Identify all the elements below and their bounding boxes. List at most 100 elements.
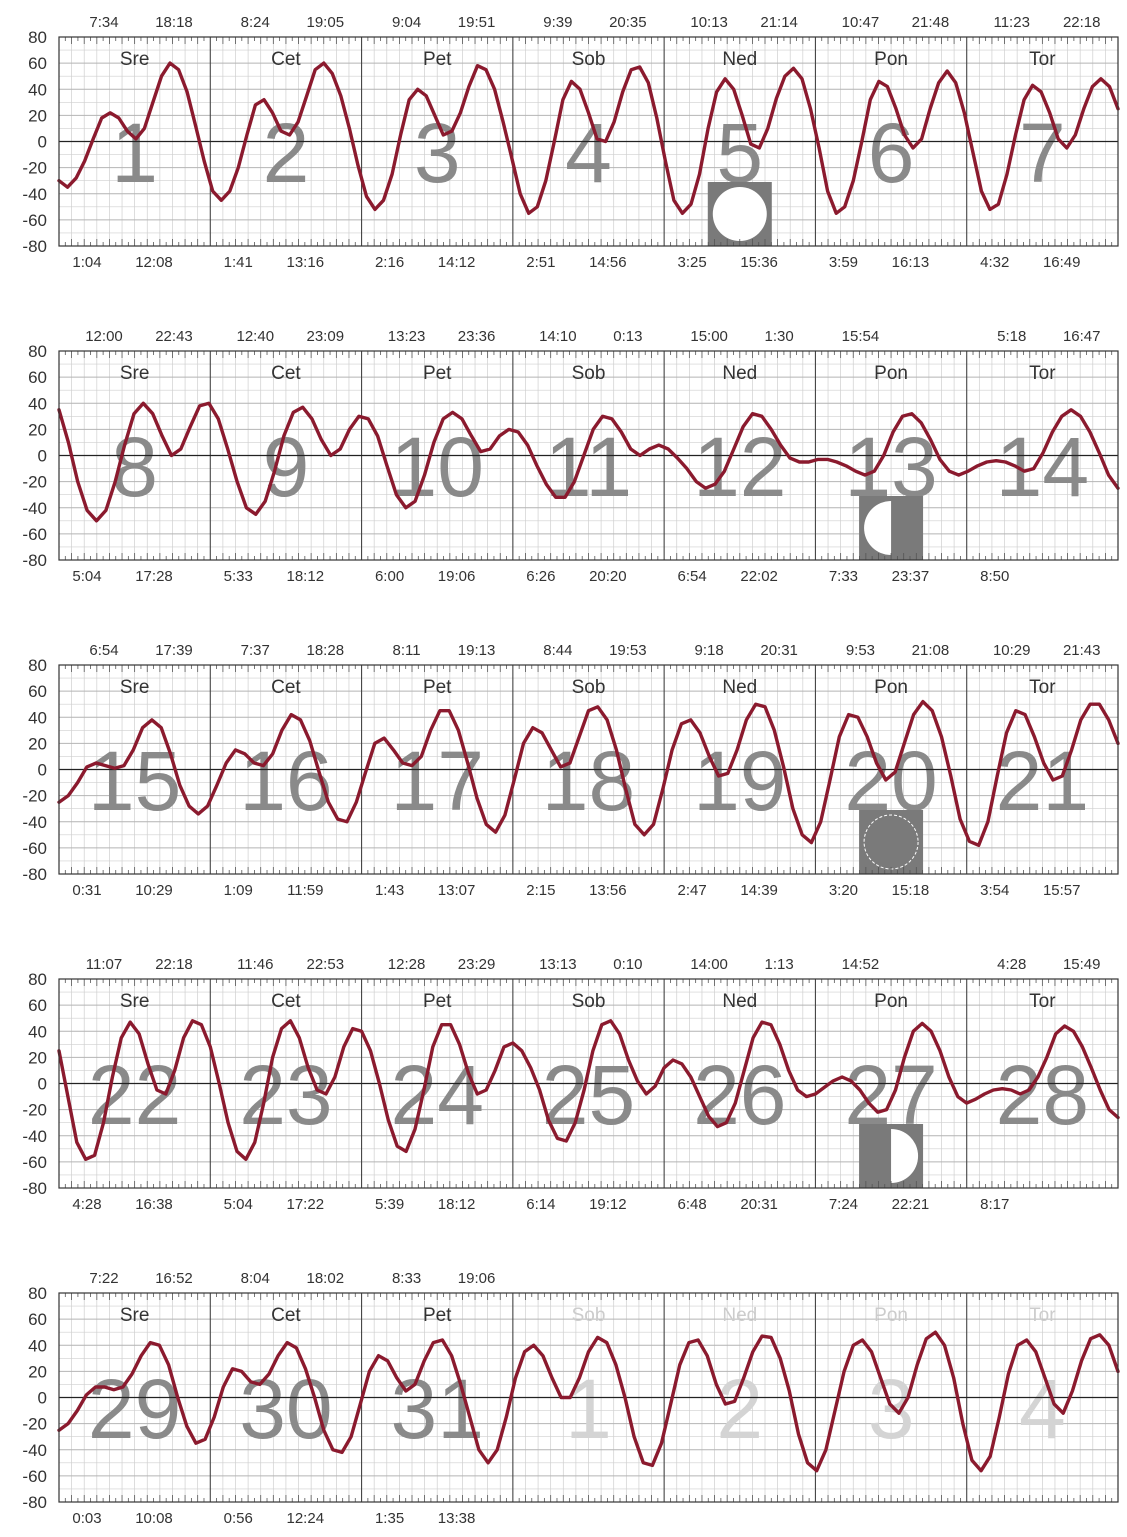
top-time-label: 15:49 <box>1063 956 1101 973</box>
top-time-label: 1:30 <box>765 328 794 345</box>
top-time-label: 9:18 <box>695 642 724 659</box>
y-tick-label: 20 <box>28 1362 47 1381</box>
day-number: 3 <box>868 1362 915 1456</box>
bottom-time-label: 12:24 <box>287 1510 325 1527</box>
bottom-time-label: 6:00 <box>375 568 404 585</box>
y-tick-label: 60 <box>28 1310 47 1329</box>
plot-frame <box>58 664 1119 875</box>
top-time-label: 15:54 <box>842 328 880 345</box>
bottom-time-label: 1:04 <box>72 254 101 271</box>
top-time-label: 16:52 <box>155 1270 193 1287</box>
plot-frame <box>58 350 1119 561</box>
top-time-label: 7:22 <box>89 1270 118 1287</box>
top-time-label: 8:11 <box>393 642 421 659</box>
weekday-label: Tor <box>1029 677 1056 698</box>
top-time-label: 9:04 <box>392 14 421 31</box>
top-time-label: 9:53 <box>846 642 875 659</box>
top-time-label: 20:31 <box>760 642 798 659</box>
bottom-time-label: 1:43 <box>375 882 404 899</box>
bottom-time-label: 18:12 <box>438 1196 476 1213</box>
new-moon-icon <box>859 810 924 874</box>
top-time-label: 13:13 <box>539 956 577 973</box>
day-number: 7 <box>1019 106 1066 200</box>
y-tick-label: 40 <box>28 1336 47 1355</box>
weekday-label: Sob <box>572 1305 606 1326</box>
bottom-time-label: 3:54 <box>980 882 1009 899</box>
top-time-label: 11:07 <box>86 956 122 973</box>
bottom-time-label: 10:29 <box>135 882 173 899</box>
weekday-label: Cet <box>271 677 301 698</box>
bottom-time-label: 13:16 <box>287 254 325 271</box>
y-tick-label: -20 <box>22 1101 47 1120</box>
day-number: 14 <box>996 420 1089 514</box>
bottom-time-label: 2:16 <box>375 254 404 271</box>
weekday-label: Tor <box>1029 49 1056 70</box>
y-tick-label: -20 <box>22 159 47 178</box>
plot-frame <box>58 1292 1119 1503</box>
top-time-label: 10:13 <box>690 14 728 31</box>
weekday-label: Sre <box>120 1305 150 1326</box>
bottom-time-label: 20:31 <box>740 1196 778 1213</box>
bottom-time-label: 7:33 <box>829 568 858 585</box>
y-tick-label: 60 <box>28 54 47 73</box>
bottom-time-label: 16:13 <box>892 254 930 271</box>
bottom-time-label: 1:35 <box>375 1510 404 1527</box>
y-tick-label: -40 <box>22 1127 47 1146</box>
top-time-label: 13:23 <box>388 328 426 345</box>
bottom-time-label: 1:09 <box>224 882 253 899</box>
top-time-label: 16:47 <box>1063 328 1101 345</box>
bottom-time-label: 3:25 <box>678 254 707 271</box>
top-time-label: 22:18 <box>155 956 193 973</box>
top-time-label: 14:10 <box>539 328 577 345</box>
top-time-label: 18:28 <box>307 642 345 659</box>
day-number: 26 <box>693 1048 786 1142</box>
day-number: 4 <box>565 106 612 200</box>
moon-half <box>891 1129 919 1183</box>
top-time-label: 19:05 <box>307 14 345 31</box>
day-number: 24 <box>390 1048 483 1142</box>
top-time-label: 11:46 <box>237 956 273 973</box>
bottom-time-label: 4:32 <box>980 254 1009 271</box>
bottom-time-label: 22:21 <box>892 1196 930 1213</box>
top-time-label: 21:48 <box>912 14 950 31</box>
y-tick-label: -20 <box>22 1415 47 1434</box>
top-time-label: 20:35 <box>609 14 647 31</box>
day-number: 2 <box>716 1362 763 1456</box>
top-time-label: 12:00 <box>85 328 123 345</box>
top-time-label: 15:00 <box>690 328 728 345</box>
y-tick-label: 20 <box>28 420 47 439</box>
weekday-label: Cet <box>271 1305 301 1326</box>
y-tick-label: -80 <box>22 551 47 570</box>
bottom-time-label: 16:49 <box>1043 254 1081 271</box>
day-number: 9 <box>263 420 310 514</box>
weekday-label: Pon <box>874 49 908 70</box>
weekday-label: Sre <box>120 363 150 384</box>
weekday-label: Ned <box>722 1305 757 1326</box>
top-time-label: 17:39 <box>155 642 193 659</box>
y-tick-label: 80 <box>28 656 47 675</box>
weekday-label: Sob <box>572 677 606 698</box>
day-number: 1 <box>565 1362 612 1456</box>
full-moon-icon <box>707 182 772 246</box>
bottom-time-label: 20:20 <box>589 568 627 585</box>
weekday-label: Cet <box>271 49 301 70</box>
weekday-label: Ned <box>722 363 757 384</box>
day-number: 28 <box>996 1048 1089 1142</box>
bottom-time-label: 16:38 <box>135 1196 173 1213</box>
bottom-time-label: 13:56 <box>589 882 627 899</box>
bottom-time-label: 5:39 <box>375 1196 404 1213</box>
weekday-label: Pet <box>423 363 452 384</box>
y-tick-label: 60 <box>28 996 47 1015</box>
bottom-time-label: 22:02 <box>740 568 778 585</box>
day-number: 19 <box>693 734 786 828</box>
bottom-time-label: 17:28 <box>135 568 173 585</box>
day-number: 29 <box>88 1362 181 1456</box>
tide-curve <box>57 1019 1120 1161</box>
y-tick-label: -60 <box>22 525 47 544</box>
weekday-label: Sre <box>120 991 150 1012</box>
top-time-label: 8:44 <box>543 642 572 659</box>
